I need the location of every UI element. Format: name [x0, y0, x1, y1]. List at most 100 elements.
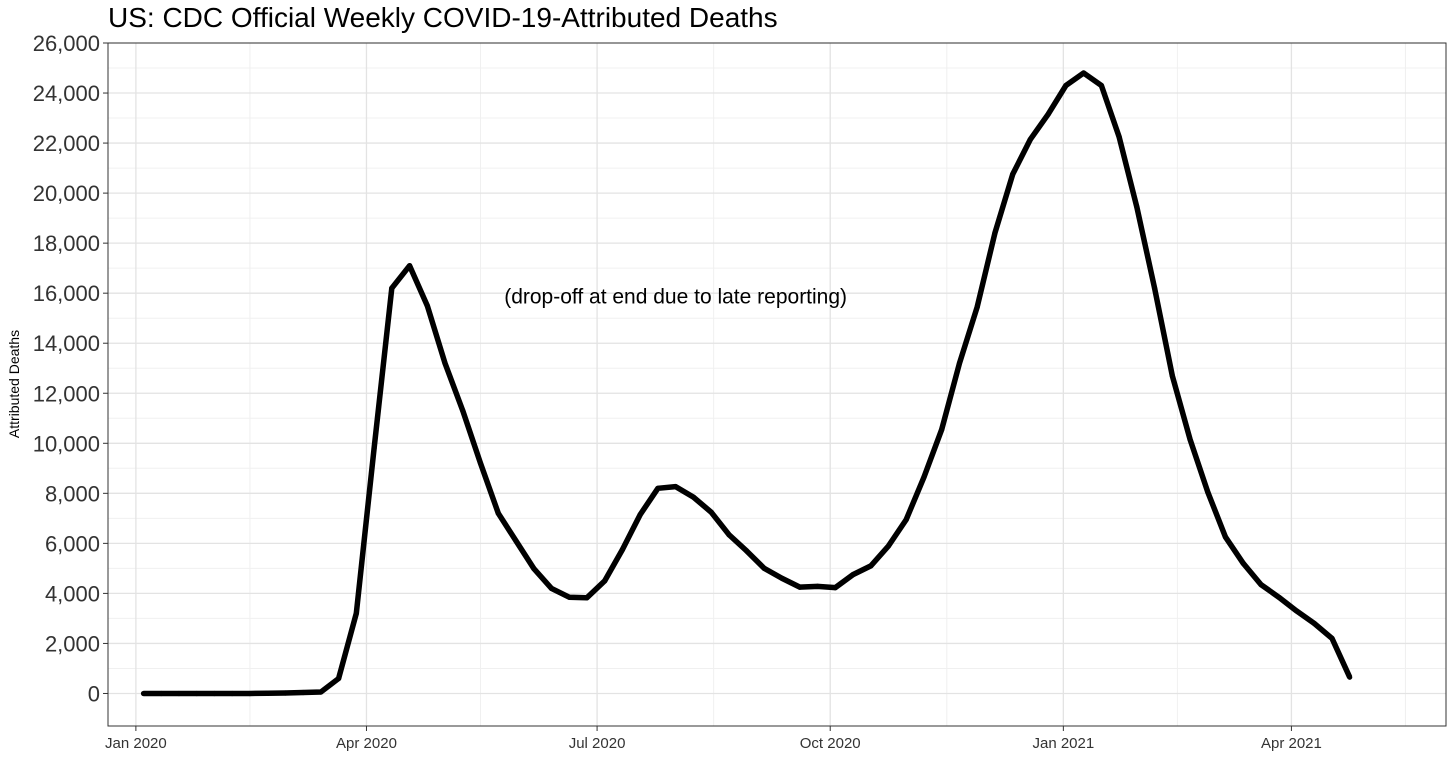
- data-point: [194, 690, 200, 697]
- data-point: [850, 572, 856, 578]
- data-point: [974, 304, 980, 310]
- data-point: [726, 532, 732, 538]
- data-point: [140, 690, 147, 697]
- data-point: [1134, 204, 1140, 210]
- data-point: [956, 360, 963, 366]
- data-point: [868, 563, 874, 569]
- data-point: [211, 690, 218, 697]
- data-point: [300, 689, 306, 696]
- data-point: [939, 426, 945, 433]
- y-tick-label: 18,000: [33, 231, 100, 256]
- y-tick-label: 22,000: [33, 131, 100, 156]
- data-point: [708, 509, 714, 515]
- data-point: [1293, 608, 1300, 614]
- data-point: [761, 565, 767, 571]
- data-point: [513, 538, 519, 544]
- data-point: [637, 511, 643, 518]
- data-point: [1116, 134, 1122, 140]
- x-tick-label: Jan 2020: [105, 735, 167, 752]
- data-point: [832, 585, 838, 591]
- data-points: [140, 70, 1353, 697]
- data-point: [1187, 436, 1193, 443]
- data-point: [921, 474, 927, 480]
- data-point: [460, 408, 466, 414]
- y-tick-label: 4,000: [45, 581, 100, 606]
- data-point: [584, 595, 590, 601]
- y-axis: 0 2,000 4,000 6,000 8,000 10,000 12,000 14,000 1…: [33, 31, 108, 706]
- data-point: [1347, 674, 1353, 680]
- y-tick-label: 12,000: [33, 381, 100, 406]
- data-point: [797, 584, 803, 590]
- y-axis-title: Attributed Deaths: [6, 330, 22, 438]
- y-tick-label: 14,000: [33, 331, 100, 356]
- data-point: [1329, 635, 1335, 642]
- data-point: [442, 360, 448, 366]
- data-point: [1276, 594, 1282, 600]
- data-point: [566, 594, 572, 600]
- data-point: [353, 610, 359, 617]
- series-line: [143, 70, 1353, 697]
- y-tick-label: 6,000: [45, 531, 100, 556]
- data-point: [1010, 171, 1016, 177]
- x-tick-label: Jan 2021: [1032, 735, 1094, 752]
- data-point: [371, 445, 377, 451]
- data-point: [318, 689, 324, 695]
- data-point: [690, 494, 696, 500]
- chart-title: US: CDC Official Weekly COVID-19-Attribu…: [108, 2, 778, 33]
- data-point: [389, 285, 395, 291]
- data-point: [176, 690, 182, 697]
- y-tick-label: 20,000: [33, 181, 100, 206]
- data-point: [495, 510, 501, 516]
- data-point: [673, 483, 679, 490]
- x-tick-label: Apr 2021: [1261, 735, 1322, 752]
- data-point: [655, 485, 661, 491]
- data-point: [247, 690, 253, 697]
- x-axis: Jan 2020 Apr 2020 Jul 2020 Oct 2020 Jan 2021…: [105, 726, 1322, 752]
- y-tick-label: 26,000: [33, 31, 100, 56]
- data-line-layer: [143, 70, 1353, 697]
- data-point: [229, 690, 235, 697]
- data-point: [1258, 582, 1264, 588]
- chart-annotation: (drop-off at end due to late reporting): [504, 286, 847, 309]
- data-point: [814, 583, 821, 589]
- plot-panel-border: [107, 42, 1447, 727]
- y-tick-label: 24,000: [33, 81, 100, 106]
- data-point: [336, 675, 342, 682]
- data-point: [265, 690, 271, 696]
- data-point: [1222, 534, 1229, 540]
- data-point: [1098, 82, 1104, 89]
- x-tick-label: Jul 2020: [569, 735, 626, 752]
- data-point: [406, 263, 413, 269]
- data-point: [1240, 560, 1246, 566]
- y-tick-label: 2,000: [45, 631, 100, 656]
- data-point: [885, 543, 892, 549]
- y-tick-label: 8,000: [45, 481, 100, 506]
- x-tick-label: Oct 2020: [800, 735, 861, 752]
- data-point: [1151, 285, 1158, 291]
- data-point: [992, 230, 998, 236]
- data-point: [1205, 489, 1211, 495]
- data-point: [1027, 136, 1034, 142]
- data-point: [158, 690, 164, 697]
- data-point: [282, 690, 288, 696]
- y-tick-label: 16,000: [33, 281, 100, 306]
- data-point: [779, 575, 785, 581]
- data-point: [548, 585, 555, 591]
- data-point: [619, 547, 626, 553]
- data-point: [531, 565, 537, 571]
- data-point: [1045, 111, 1051, 117]
- y-tick-label: 0: [88, 681, 100, 706]
- data-point: [743, 548, 750, 554]
- data-point: [1063, 82, 1069, 89]
- data-point: [1081, 70, 1087, 76]
- data-point: [1311, 620, 1317, 627]
- x-tick-label: Apr 2020: [336, 735, 397, 752]
- grid: [108, 42, 1446, 726]
- y-tick-label: 10,000: [33, 431, 100, 456]
- data-point: [477, 460, 484, 466]
- data-point: [424, 303, 430, 309]
- data-point: [903, 516, 909, 523]
- data-point: [1169, 373, 1175, 379]
- data-point: [602, 578, 608, 584]
